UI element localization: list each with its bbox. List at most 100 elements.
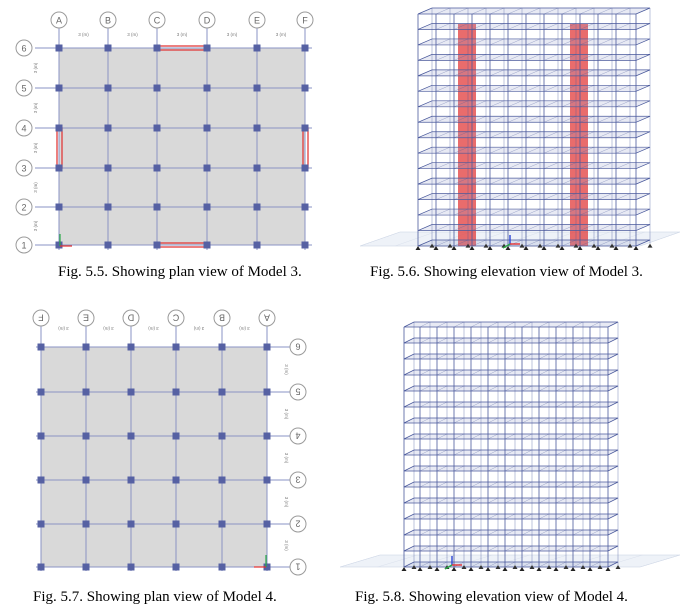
floor-slab — [403, 321, 619, 328]
floor-beam — [607, 433, 619, 440]
floor-beam — [417, 193, 433, 200]
floor-beam — [525, 100, 541, 107]
floor-beam — [555, 513, 567, 520]
column-node — [203, 44, 211, 52]
floor-slab — [403, 337, 619, 344]
floor-beam — [489, 208, 505, 216]
support-icon — [485, 567, 491, 571]
floor-beam — [607, 337, 619, 344]
floor-beam — [579, 147, 595, 154]
floor-beam — [504, 353, 516, 360]
floor-beam — [538, 417, 550, 424]
floor-beam — [561, 116, 577, 123]
grid-bubble-F — [32, 309, 50, 327]
column-node — [263, 563, 271, 571]
floor-beam — [607, 481, 619, 488]
floor-beam — [572, 369, 584, 376]
column-node — [153, 84, 161, 92]
column-node — [153, 241, 161, 249]
floor-slab — [403, 353, 619, 360]
support-icon — [536, 567, 542, 571]
floor-beam — [561, 85, 577, 92]
support-icon — [647, 243, 653, 248]
grid-bubble-6 — [15, 39, 33, 57]
floor-beam — [572, 337, 584, 344]
column-node — [127, 476, 135, 484]
column-node — [82, 343, 90, 351]
floor-beam — [543, 224, 559, 231]
floor-slab — [417, 69, 651, 77]
floor-beam — [403, 353, 415, 360]
floor-beam — [525, 239, 541, 247]
floor-beam — [521, 433, 533, 440]
floor-beam — [597, 54, 613, 61]
floor-beam — [597, 224, 613, 231]
floor-beam — [453, 23, 469, 30]
grid-bubble-B — [99, 11, 117, 29]
grid-label-3: 3 — [295, 475, 300, 485]
floor-beam — [579, 69, 595, 77]
support-icon — [502, 567, 508, 571]
column-node — [37, 476, 45, 484]
support-icon — [613, 246, 619, 250]
column-node — [218, 520, 226, 528]
floor-beam — [525, 38, 541, 46]
floor-beam — [403, 465, 415, 472]
floor-slab — [403, 497, 619, 504]
grid-bubble-B — [213, 309, 231, 327]
column-node — [37, 563, 45, 571]
ground-grid-line — [534, 231, 576, 247]
floor-beam — [487, 321, 499, 328]
floor-beam — [487, 561, 499, 568]
floor-beam — [470, 449, 482, 456]
floor-beam — [417, 85, 433, 92]
floor-beam — [507, 177, 523, 185]
column-node — [172, 476, 180, 484]
axis-y-icon — [502, 243, 511, 249]
floor-beam — [607, 321, 619, 328]
floor-beam — [525, 85, 541, 92]
floor-slab — [417, 193, 651, 200]
floor-beam — [436, 433, 448, 440]
support-icon — [563, 565, 569, 569]
floor-beam — [555, 465, 567, 472]
floor-beam — [597, 193, 613, 200]
floor-beam — [589, 433, 601, 440]
floor-beam — [453, 337, 465, 344]
grid-bubble-F — [296, 11, 314, 29]
floor-beam — [504, 497, 516, 504]
column-node — [218, 432, 226, 440]
floor-beam — [525, 131, 541, 138]
floor-beam — [487, 401, 499, 408]
grid-bubble-3 — [15, 159, 33, 177]
floor-beam — [436, 321, 448, 328]
dimension-label: 3 (m) — [193, 326, 204, 331]
floor-beam — [453, 177, 469, 185]
support-icon — [401, 567, 407, 571]
floor-beam — [471, 147, 487, 154]
column-node — [104, 124, 112, 132]
floor-beam — [471, 193, 487, 200]
dimension-label: 3 (m) — [284, 409, 289, 420]
axis-y-icon — [444, 564, 453, 570]
floor-beam — [435, 69, 451, 77]
support-icon — [469, 246, 475, 250]
floor-beam — [607, 369, 619, 376]
ground-grid-line — [564, 554, 606, 568]
floor-beam — [453, 513, 465, 520]
floor-beam — [555, 337, 567, 344]
support-icon — [483, 243, 489, 248]
floor-beam — [403, 513, 415, 520]
floor-beam — [419, 481, 431, 488]
floor-beam — [572, 545, 584, 552]
floor-beam — [572, 433, 584, 440]
floor-beam — [615, 69, 631, 77]
floor-beam — [504, 337, 516, 344]
floor-beam — [436, 401, 448, 408]
floor-slab — [417, 146, 651, 154]
floor-beam — [487, 433, 499, 440]
floor-beam — [579, 162, 595, 169]
column-node — [104, 203, 112, 211]
floor-beam — [597, 7, 613, 15]
floor-beam — [589, 337, 601, 344]
